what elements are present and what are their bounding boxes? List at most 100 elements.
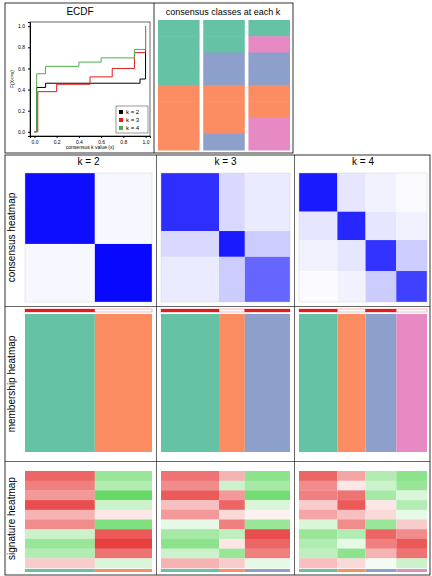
signature-cell xyxy=(25,490,95,500)
consensus-heatmap xyxy=(25,173,152,302)
membership-block xyxy=(337,314,365,452)
divider xyxy=(156,155,157,575)
tick: 0.0 xyxy=(31,136,38,145)
legend-label: k = 3 xyxy=(126,117,140,123)
signature-cell xyxy=(299,481,337,491)
consensus-cell xyxy=(299,212,337,240)
signature-cell xyxy=(337,490,365,500)
signature-cell xyxy=(299,500,337,510)
class-cell xyxy=(203,20,245,37)
signature-cell xyxy=(95,471,152,481)
class-cell xyxy=(158,101,200,118)
signature-cell xyxy=(25,520,95,530)
axis-line xyxy=(31,137,151,139)
class-cell xyxy=(248,69,290,86)
figure: ECDF0.00.20.40.60.81.00.00.20.40.60.81.0… xyxy=(0,0,432,576)
tick-label: 0.2 xyxy=(54,139,61,145)
signature-cell xyxy=(25,558,95,568)
class-bar xyxy=(25,309,95,312)
class-cell xyxy=(203,118,245,135)
tick-label: 0.4 xyxy=(18,87,25,93)
tick-label: 0.8 xyxy=(120,139,127,145)
signature-cell xyxy=(245,490,290,500)
membership-block xyxy=(396,314,427,452)
panel-border xyxy=(25,173,152,302)
consensus-cell xyxy=(337,212,365,240)
tick-label: 1.0 xyxy=(18,23,25,29)
signature-heatmap xyxy=(161,471,290,572)
signature-cell xyxy=(161,500,219,510)
class-bar xyxy=(95,569,152,572)
consensus-cell xyxy=(245,231,290,257)
consensus-cell xyxy=(366,212,397,240)
membership-block xyxy=(25,314,95,452)
class-cell xyxy=(158,85,200,102)
consensus-cell xyxy=(219,257,245,302)
class-cell xyxy=(203,101,245,118)
panel-border xyxy=(299,173,427,302)
signature-cell xyxy=(337,510,365,520)
tick-label: 0.8 xyxy=(18,44,25,50)
signature-cell xyxy=(299,558,337,568)
class-bar xyxy=(161,309,219,312)
signature-cell xyxy=(337,529,365,539)
consensus-heatmap xyxy=(161,173,290,302)
title: ECDF xyxy=(66,6,93,17)
class-bar xyxy=(219,569,245,572)
signature-cell xyxy=(95,539,152,549)
signature-cell xyxy=(25,481,95,491)
signature-cell xyxy=(366,510,397,520)
signature-cell xyxy=(396,471,427,481)
consensus-cell xyxy=(337,240,365,271)
consensus-cell xyxy=(396,212,427,240)
signature-cell xyxy=(161,520,219,530)
row-title: signature heatmap xyxy=(6,477,17,560)
consensus-cell xyxy=(161,257,219,302)
signature-cell xyxy=(161,481,219,491)
consensus-cell xyxy=(366,173,397,212)
tick-mark xyxy=(28,68,30,69)
signature-cell xyxy=(161,490,219,500)
signature-cell xyxy=(245,529,290,539)
signature-cell xyxy=(366,549,397,559)
tick-label: 1.0 xyxy=(143,139,150,145)
membership-block xyxy=(366,314,397,452)
signature-cell xyxy=(396,549,427,559)
signature-cell xyxy=(396,529,427,539)
legend-key xyxy=(119,110,123,114)
consensus-heatmap xyxy=(299,173,427,302)
tick: 0.4 xyxy=(18,87,30,93)
signature-cell xyxy=(95,490,152,500)
plot-frame xyxy=(30,22,150,136)
tick-label: 0.0 xyxy=(31,139,38,145)
signature-cell xyxy=(337,500,365,510)
signature-cell xyxy=(366,520,397,530)
signature-cell xyxy=(95,510,152,520)
legend-key xyxy=(119,126,123,130)
tick-mark xyxy=(28,90,30,91)
divider xyxy=(294,155,295,575)
divider xyxy=(5,461,430,462)
membership-heatmap xyxy=(161,309,290,452)
signature-cell xyxy=(396,500,427,510)
legend-key xyxy=(119,118,123,122)
class-cell xyxy=(248,85,290,102)
signature-cell xyxy=(337,471,365,481)
signature-cell xyxy=(25,500,95,510)
class-bar xyxy=(337,309,365,312)
signature-cell xyxy=(219,510,245,520)
signature-cell xyxy=(396,539,427,549)
signature-cell xyxy=(95,529,152,539)
signature-cell xyxy=(396,481,427,491)
signature-cell xyxy=(366,481,397,491)
signature-cell xyxy=(245,539,290,549)
consensus-cell xyxy=(245,173,290,231)
frame xyxy=(5,3,293,153)
consensus-cell xyxy=(299,240,337,271)
signature-cell xyxy=(299,549,337,559)
signature-cell xyxy=(219,490,245,500)
tick: 0.8 xyxy=(18,44,30,50)
signature-cell xyxy=(219,558,245,568)
class-cell xyxy=(158,69,200,86)
signature-cell xyxy=(245,520,290,530)
